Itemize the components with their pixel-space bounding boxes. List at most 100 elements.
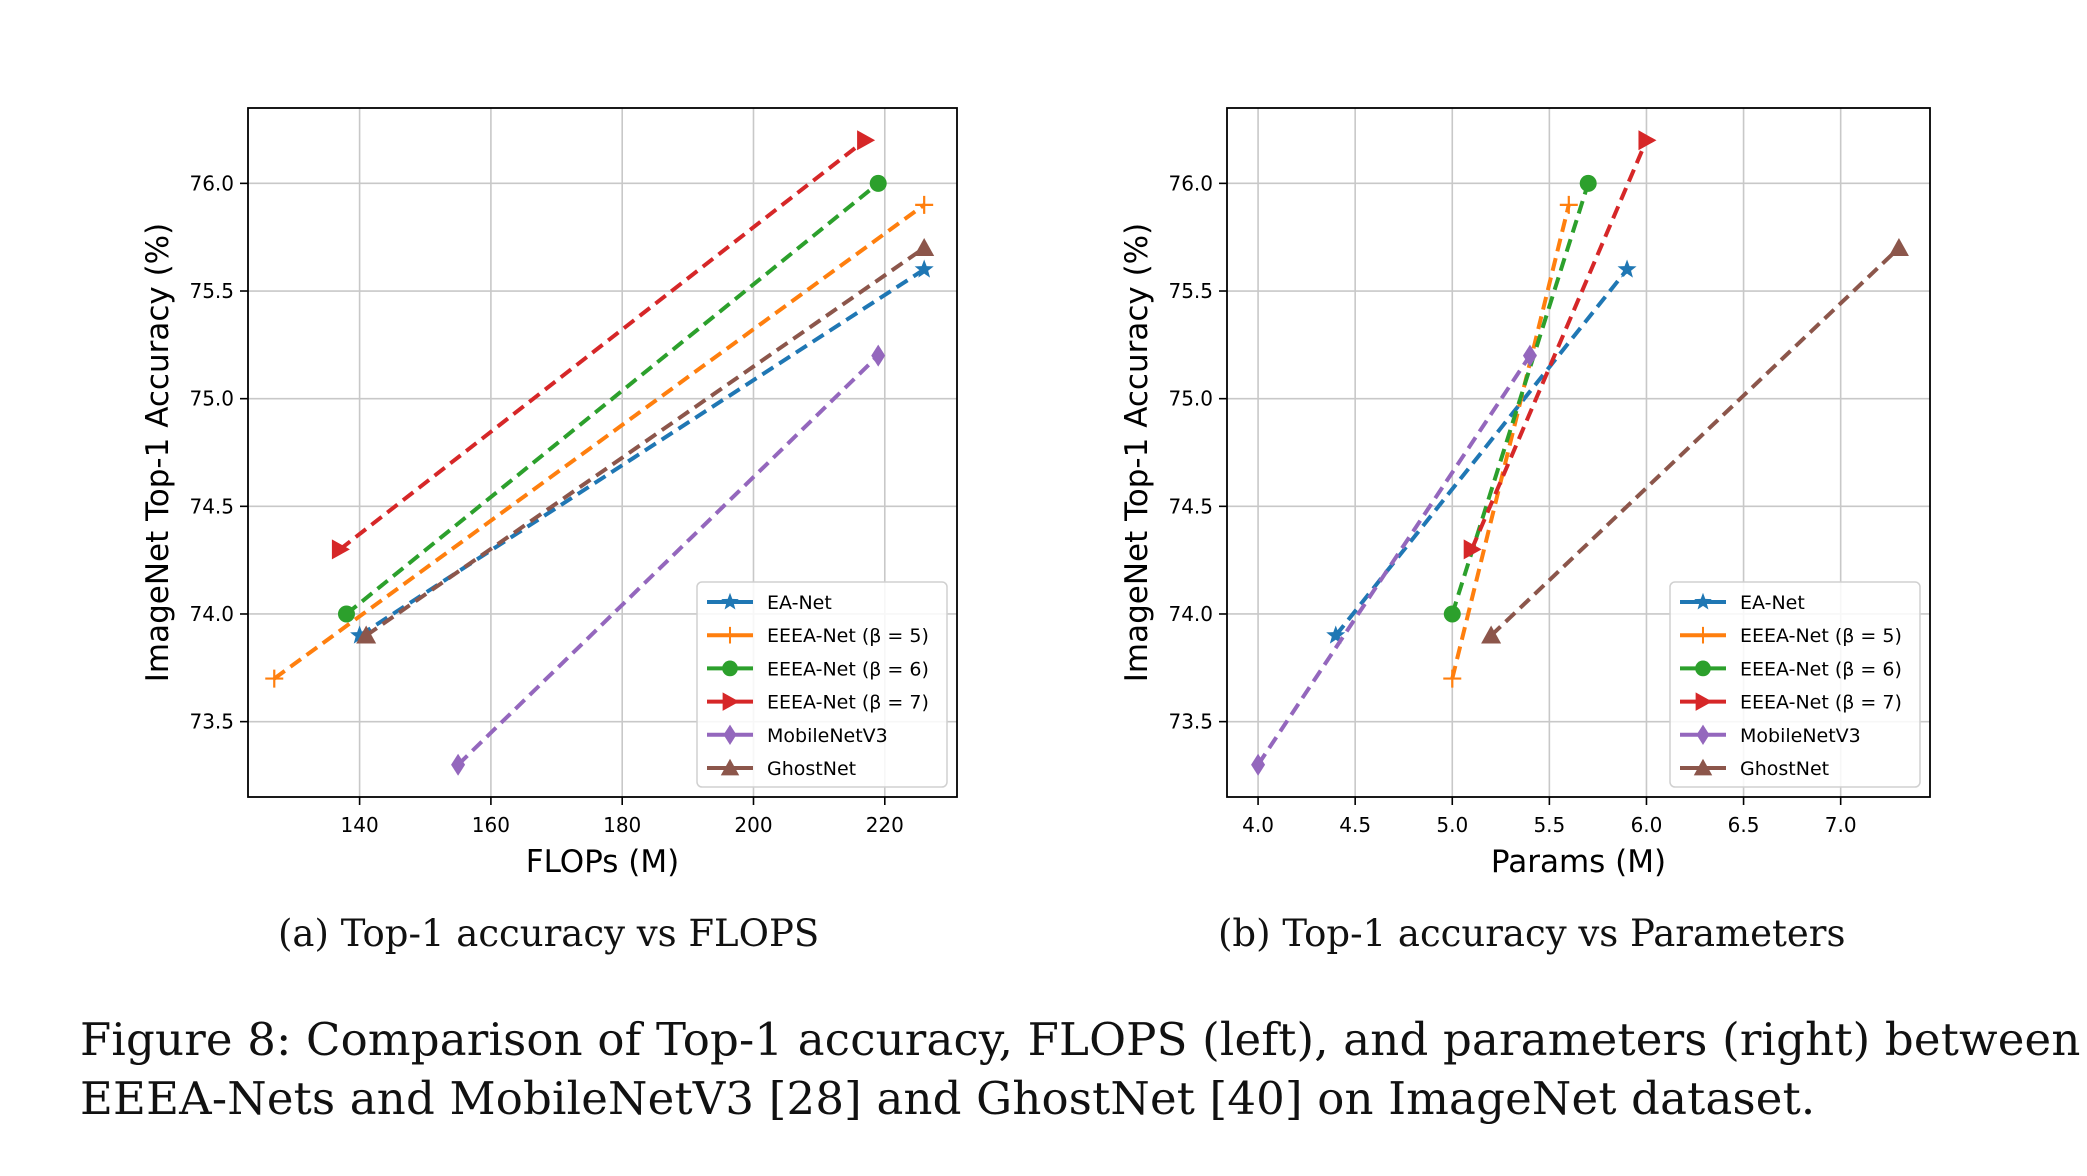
- legend-marker-plus: [1694, 626, 1712, 644]
- x-axis-label: FLOPs (M): [526, 844, 680, 880]
- data-point: [451, 753, 466, 776]
- data-point: [1638, 130, 1657, 151]
- legend-marker-star: [1694, 592, 1712, 610]
- data-point: [914, 237, 935, 256]
- series-line: [365, 246, 926, 638]
- data-point: [1617, 259, 1637, 278]
- y-tick-label: 75.0: [189, 387, 234, 411]
- series-eeea-net-beta-6: [1443, 174, 1597, 623]
- series-line: [338, 138, 867, 551]
- data-point: [1481, 625, 1502, 644]
- legend-item: MobileNetV3: [707, 724, 888, 747]
- legend-label: EEEA-Net (β = 5): [767, 625, 929, 647]
- data-point: [915, 195, 934, 214]
- series-eeea-net-beta-7: [1463, 130, 1657, 560]
- legend-label: EEEA-Net (β = 7): [1740, 692, 1902, 714]
- series-mobilenetv3: [1251, 344, 1537, 776]
- series-ghostnet: [356, 237, 935, 644]
- x-tick-label: 220: [866, 813, 904, 837]
- data-point: [350, 625, 370, 644]
- x-tick-label: 140: [341, 813, 379, 837]
- data-point: [1251, 753, 1266, 776]
- series-line: [1469, 139, 1649, 551]
- y-tick-label: 74.0: [189, 602, 234, 626]
- legend-label: EEEA-Net (β = 6): [1740, 658, 1902, 680]
- data-point: [1326, 625, 1346, 644]
- series-line: [358, 267, 926, 638]
- y-tick-label: 74.5: [189, 494, 234, 518]
- legend-label: EEEA-Net (β = 5): [1740, 625, 1902, 647]
- legend-item: EEEA-Net (β = 5): [1680, 625, 1902, 647]
- series-mobilenetv3: [451, 344, 886, 776]
- x-tick-label: 4.5: [1339, 813, 1371, 837]
- legend-marker-circle: [1695, 660, 1711, 677]
- data-point: [914, 259, 934, 278]
- data-point: [1443, 669, 1462, 688]
- data-point: [356, 625, 377, 644]
- data-point: [857, 130, 876, 151]
- legend-marker-triangle-up: [1693, 758, 1713, 776]
- series-eeea-net-beta-7: [331, 130, 876, 560]
- legend-marker-diamond: [1696, 724, 1710, 745]
- data-point: [1463, 539, 1482, 560]
- x-tick-label: 4.0: [1242, 813, 1274, 837]
- data-point: [871, 344, 886, 367]
- legend-label: MobileNetV3: [767, 725, 888, 747]
- legend-box: [1669, 581, 1921, 788]
- legend-label: EEEA-Net (β = 7): [767, 692, 929, 714]
- x-tick-label: 200: [734, 813, 772, 837]
- y-tick-label: 74.0: [1168, 602, 1213, 626]
- legend-marker-star: [721, 592, 739, 610]
- x-tick-label: 7.0: [1825, 813, 1857, 837]
- data-point: [869, 174, 887, 192]
- legend-item: GhostNet: [1680, 758, 1829, 780]
- legend-label: GhostNet: [767, 758, 856, 780]
- legend-item: EEEA-Net (β = 5): [707, 625, 929, 647]
- data-point: [1559, 195, 1578, 214]
- x-tick-label: 6.5: [1728, 813, 1760, 837]
- legend-marker-triangle-right: [722, 692, 740, 711]
- chart-a: 140 160 180 200 220 73.5 74.0 74.5 75.0 75.5 76.0 F…: [140, 107, 958, 880]
- legend: EA-Net EEEA-Net (β = 5) EEEA-Net (β = 6) EE…: [1669, 581, 1921, 788]
- plot-frame: [247, 107, 958, 798]
- legend: EA-Net EEEA-Net (β = 5) EEEA-Net (β = 6) EE…: [696, 581, 948, 788]
- legend-marker-plus: [721, 626, 739, 644]
- data-point: [337, 605, 355, 623]
- x-tick-label: 5.0: [1436, 813, 1468, 837]
- subcaption-b: (b) Top-1 accuracy vs Parameters: [1218, 912, 1846, 955]
- data-point: [1522, 344, 1537, 367]
- legend-label: EA-Net: [767, 592, 832, 614]
- legend-label: EA-Net: [1740, 592, 1805, 614]
- series-ghostnet: [1481, 237, 1909, 644]
- series-line: [1489, 246, 1901, 637]
- series-line: [1334, 268, 1629, 637]
- y-tick-label: 75.5: [189, 279, 234, 303]
- x-tick-label: 180: [603, 813, 641, 837]
- data-point: [1443, 605, 1461, 623]
- legend-label: EEEA-Net (β = 6): [767, 658, 929, 680]
- x-tick-label: 6.0: [1631, 813, 1663, 837]
- series-line: [1450, 182, 1591, 615]
- series-eeea-net-beta-5: [1443, 195, 1578, 688]
- subcaption-a: (a) Top-1 accuracy vs FLOPS: [278, 912, 820, 955]
- x-tick-label: 5.5: [1533, 813, 1565, 837]
- y-tick-label: 73.5: [189, 710, 234, 734]
- chart-b: 4.0 4.5 5.0 5.5 6.0 6.5 7.0 73.5 74.0 74.5 75.0 75.…: [1119, 107, 1931, 880]
- y-tick-label: 75.0: [1168, 387, 1213, 411]
- y-tick-label: 75.5: [1168, 279, 1213, 303]
- legend-item: EEEA-Net (β = 6): [707, 658, 929, 680]
- x-tick-label: 160: [472, 813, 510, 837]
- y-tick-label: 73.5: [1168, 710, 1213, 734]
- legend-marker-circle: [722, 660, 738, 677]
- legend-marker-diamond: [723, 724, 737, 745]
- legend-marker-triangle-right: [1695, 692, 1713, 711]
- data-point: [1888, 237, 1909, 256]
- legend-item: EEEA-Net (β = 7): [707, 692, 929, 714]
- series-line: [273, 203, 926, 681]
- series-line: [1256, 354, 1532, 766]
- series-eeea-net-beta-6: [337, 174, 887, 623]
- y-axis-label: ImageNet Top-1 Accuracy (%): [1119, 223, 1155, 682]
- legend-item: EA-Net: [707, 592, 832, 614]
- legend-label: MobileNetV3: [1740, 725, 1861, 747]
